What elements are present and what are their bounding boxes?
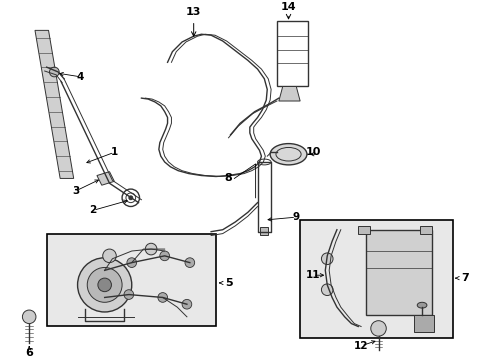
Text: 3: 3 (72, 186, 79, 196)
Circle shape (102, 249, 116, 263)
Circle shape (22, 310, 36, 324)
Circle shape (182, 300, 191, 309)
Circle shape (184, 258, 194, 267)
Circle shape (129, 196, 132, 200)
Circle shape (158, 293, 167, 302)
Bar (260, 227, 267, 235)
Text: 2: 2 (89, 205, 97, 215)
Circle shape (124, 290, 133, 300)
Text: 12: 12 (353, 341, 367, 351)
FancyBboxPatch shape (46, 234, 216, 325)
Text: 13: 13 (185, 7, 201, 17)
Circle shape (49, 67, 59, 77)
Text: 6: 6 (25, 348, 33, 357)
Text: 11: 11 (305, 270, 319, 280)
Text: 14: 14 (280, 2, 296, 12)
Circle shape (145, 243, 157, 255)
Ellipse shape (269, 144, 306, 165)
Bar (419, 226, 431, 234)
Circle shape (321, 253, 332, 265)
Circle shape (127, 258, 136, 267)
Bar (358, 226, 369, 234)
Circle shape (98, 278, 111, 292)
Text: 4: 4 (77, 72, 84, 82)
Polygon shape (278, 86, 300, 101)
Polygon shape (97, 172, 114, 185)
Circle shape (160, 251, 169, 261)
Circle shape (370, 321, 386, 336)
Polygon shape (35, 30, 74, 179)
Text: 5: 5 (224, 278, 232, 288)
Text: 9: 9 (292, 212, 299, 222)
Text: 1: 1 (110, 147, 118, 157)
Circle shape (321, 284, 332, 296)
Bar (365, 230, 431, 315)
Bar (413, 315, 433, 332)
Ellipse shape (416, 302, 426, 308)
Text: 8: 8 (224, 174, 232, 184)
Circle shape (87, 267, 122, 302)
Bar (276, 21, 307, 86)
FancyBboxPatch shape (300, 220, 452, 338)
Text: 10: 10 (305, 147, 321, 157)
Circle shape (78, 258, 131, 312)
Text: 7: 7 (460, 273, 468, 283)
